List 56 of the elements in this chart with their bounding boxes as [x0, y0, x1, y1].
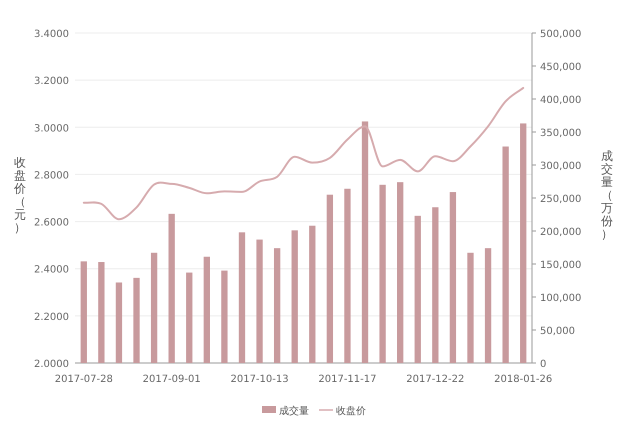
x-tick-label: 2017-07-28 [54, 374, 113, 385]
bar [238, 232, 246, 363]
bar [414, 216, 421, 363]
y2-tick-label: 150,000 [540, 260, 582, 271]
bar [344, 188, 351, 363]
bar [256, 240, 263, 363]
bar [432, 207, 438, 363]
bar [379, 184, 386, 363]
bar [484, 248, 492, 363]
y2-axis-title: 成交量（万份） [601, 149, 613, 241]
y2-tick-label: 450,000 [540, 62, 582, 73]
bar [80, 261, 87, 363]
bar [520, 123, 526, 363]
bar [326, 194, 334, 363]
y2-tick-label: 250,000 [540, 194, 582, 205]
y2-tick-label: 200,000 [540, 227, 582, 238]
x-tick-label: 2017-10-13 [230, 374, 289, 385]
bar [292, 230, 298, 363]
y2-tick-label: 300,000 [540, 161, 582, 172]
bar [467, 252, 474, 363]
x-tick-label: 2017-09-01 [142, 374, 201, 385]
bar [362, 121, 368, 363]
y-tick-label: 2.0000 [34, 359, 69, 370]
legend-label: 收盘价 [336, 405, 366, 417]
y2-tick-label: 350,000 [540, 128, 582, 139]
y2-tick-label: 100,000 [540, 293, 582, 304]
bar [221, 270, 228, 363]
bar [168, 214, 175, 363]
y2-tick-label: 0 [540, 359, 546, 370]
x-tick-label: 2018-01-26 [494, 374, 552, 385]
bar [186, 272, 192, 363]
bar [204, 256, 210, 363]
bar [397, 182, 404, 363]
line-series [82, 86, 524, 220]
y-tick-label: 2.6000 [34, 218, 69, 229]
y-tick-label: 2.8000 [34, 170, 69, 182]
x-tick-label: 2017-12-22 [406, 374, 464, 385]
bar [133, 278, 140, 363]
bar [309, 226, 316, 363]
y-tick-label: 3.4000 [34, 29, 69, 40]
bar [116, 282, 122, 363]
y2-tick-label: 50,000 [540, 326, 575, 337]
bar [98, 262, 105, 363]
bar [274, 248, 280, 363]
y-tick-label: 2.4000 [34, 264, 69, 276]
y-tick-label: 3.2000 [34, 76, 69, 88]
x-tick-label: 2017-11-17 [318, 374, 377, 385]
y-tick-label: 2.2000 [34, 312, 69, 323]
bar [502, 146, 509, 363]
y-tick-label: 3.0000 [34, 123, 69, 134]
legend-label: 成交量 [279, 405, 309, 417]
y2-tick-label: 500,000 [540, 29, 582, 40]
y-axis-title: 收盘价（元） [13, 156, 26, 234]
bar [450, 192, 456, 363]
bar [150, 252, 158, 363]
y2-tick-label: 400,000 [540, 95, 582, 106]
